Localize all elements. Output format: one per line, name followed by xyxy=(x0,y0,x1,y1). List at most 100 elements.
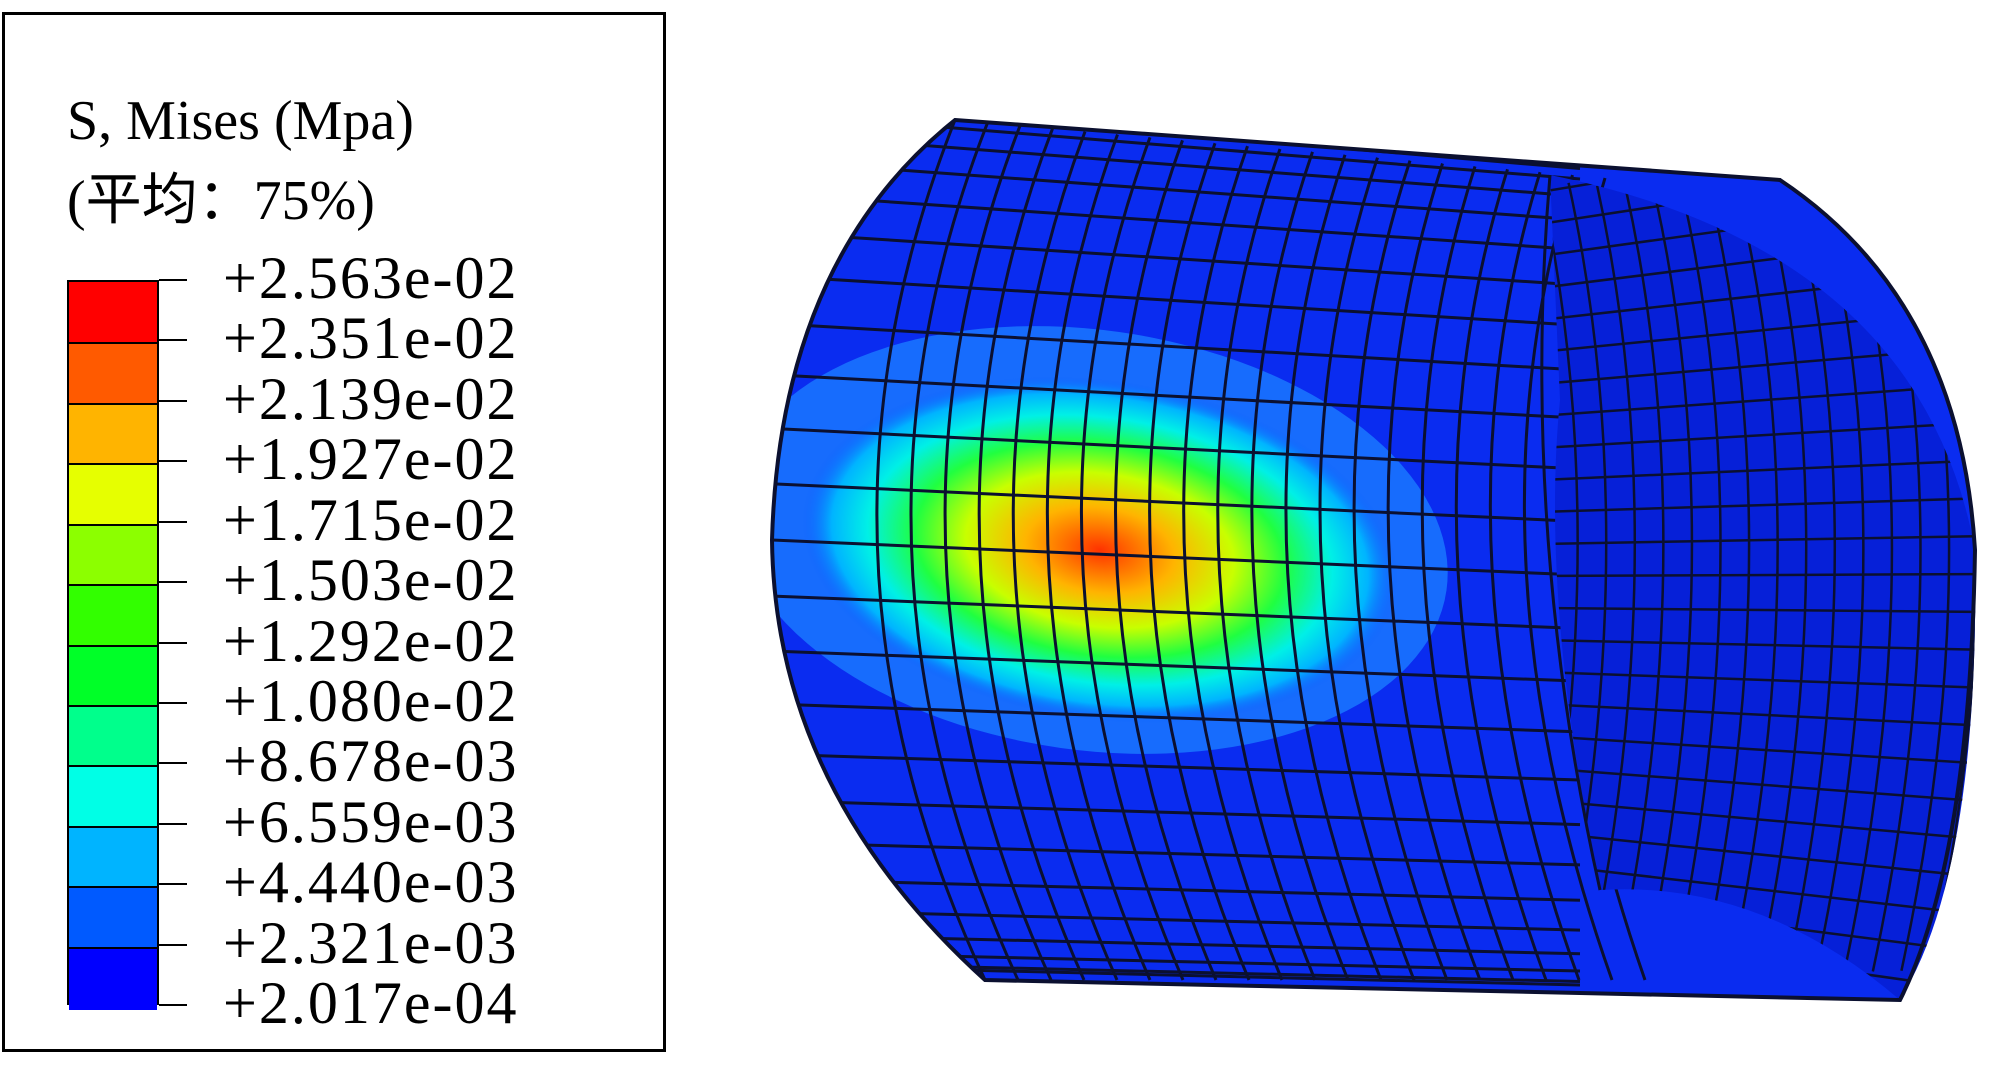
mesh-line xyxy=(1700,196,1751,976)
mesh-line xyxy=(778,427,1581,471)
mesh-line xyxy=(912,953,1581,973)
mesh-line xyxy=(889,935,1581,956)
mesh-line xyxy=(1643,191,1694,978)
mesh-line xyxy=(1550,606,1976,614)
cylinder-stress-model xyxy=(769,117,1978,1003)
mesh-line xyxy=(773,482,1581,523)
mesh-line xyxy=(846,879,1581,902)
mesh-line xyxy=(889,141,1581,198)
legend-swatch xyxy=(69,402,157,467)
legend-tick-label: +2.139e-02 xyxy=(223,365,519,432)
legend-swatch xyxy=(69,523,157,588)
mesh-line xyxy=(977,128,1086,981)
legend-tick-label: +8.678e-03 xyxy=(223,728,519,795)
legend-color-bar xyxy=(67,280,159,1010)
legend-swatch xyxy=(69,463,157,527)
mesh-line xyxy=(811,800,1581,827)
mesh-line xyxy=(1550,830,1976,880)
mesh-line xyxy=(875,120,987,981)
legend-tick xyxy=(159,701,187,704)
mesh-line xyxy=(846,197,1581,252)
legend-tick xyxy=(159,762,187,765)
legend-tick-label: +6.559e-03 xyxy=(223,788,519,855)
mesh-line xyxy=(1585,185,1637,979)
mesh-line xyxy=(866,910,1581,932)
mesh-line xyxy=(1550,990,1976,1000)
mesh-line xyxy=(1045,133,1152,981)
legend-tick-label: +2.563e-02 xyxy=(223,245,519,311)
mesh-line xyxy=(797,323,1581,372)
mesh-line xyxy=(937,964,1581,983)
mesh-line xyxy=(797,753,1581,782)
legend-swatch xyxy=(69,584,157,648)
mesh-line xyxy=(1550,798,1976,842)
legend-tick xyxy=(159,399,187,402)
mesh-line xyxy=(778,649,1581,683)
mesh-line xyxy=(811,276,1581,327)
legend-tick-label: +2.017e-04 xyxy=(223,970,519,1036)
legend-box: S, Mises (Mpa) (平均：75%) +2.563e-02 +2.351… xyxy=(2,12,666,1052)
mesh-line xyxy=(866,166,1581,222)
legend-title: S, Mises (Mpa) xyxy=(67,90,414,152)
legend-tick xyxy=(159,1004,187,1006)
mesh-line xyxy=(1550,766,1976,804)
mesh-line xyxy=(1550,702,1976,728)
mesh-line xyxy=(827,842,1581,867)
legend-tick xyxy=(159,581,187,584)
legend-tick xyxy=(159,943,187,946)
mesh-line xyxy=(1420,165,1515,981)
mesh-line xyxy=(1550,670,1976,690)
legend-tick-label: +1.503e-02 xyxy=(223,547,519,614)
mesh-line xyxy=(1352,160,1449,981)
legend-swatch xyxy=(69,765,157,829)
mesh-line xyxy=(1550,734,1976,766)
mesh-line xyxy=(943,125,1053,981)
mesh-line xyxy=(1550,496,1976,514)
legend-tick xyxy=(159,883,187,886)
mesh-line xyxy=(1550,458,1976,482)
legend-tick xyxy=(159,641,187,644)
legend-tick-label: +4.440e-03 xyxy=(223,849,519,916)
mesh-line xyxy=(1550,638,1976,652)
legend-tick xyxy=(159,339,187,342)
legend-tick-label: +1.715e-02 xyxy=(223,486,519,553)
mesh-line xyxy=(786,703,1581,734)
legend-swatch xyxy=(69,342,157,406)
legend-swatch xyxy=(69,886,157,950)
mesh-line xyxy=(1550,420,1976,450)
legend-tick-label: +1.080e-02 xyxy=(223,667,519,734)
mesh-line xyxy=(772,538,1581,577)
legend-tick-label: +2.321e-03 xyxy=(223,909,519,976)
mesh-line xyxy=(1785,205,1837,974)
legend-swatch xyxy=(69,282,157,344)
mesh-line xyxy=(1318,157,1416,981)
mesh-line xyxy=(1550,862,1976,918)
legend-tick xyxy=(159,822,187,825)
mesh-line xyxy=(1671,194,1722,977)
mesh-line xyxy=(773,594,1581,631)
mesh-line xyxy=(909,122,1020,981)
legend-swatch xyxy=(69,825,157,890)
mesh-line xyxy=(912,123,1581,181)
legend-tick xyxy=(159,520,187,523)
legend-swatch xyxy=(69,644,157,708)
legend-tick xyxy=(159,279,187,281)
mesh-line xyxy=(961,968,1581,987)
mesh-line xyxy=(1011,131,1119,981)
mesh-line xyxy=(786,373,1581,420)
legend-tick-label: +2.351e-02 xyxy=(223,305,519,372)
legend-tick-label: +1.927e-02 xyxy=(223,426,519,493)
mesh-line xyxy=(1757,202,1808,975)
legend-swatch xyxy=(69,946,157,1010)
legend-swatch xyxy=(69,704,157,769)
mesh-line xyxy=(1550,572,1976,578)
mesh-line xyxy=(1386,163,1482,981)
mesh-line xyxy=(1454,168,1548,981)
mesh-line xyxy=(1550,534,1976,546)
legend-subtitle: (平均：75%) xyxy=(67,170,375,232)
mesh-line xyxy=(1614,188,1665,979)
legend-tick-label: +1.292e-02 xyxy=(223,607,519,674)
mesh-line xyxy=(827,234,1581,287)
legend-tick xyxy=(159,460,187,463)
mesh-line xyxy=(1284,154,1383,981)
